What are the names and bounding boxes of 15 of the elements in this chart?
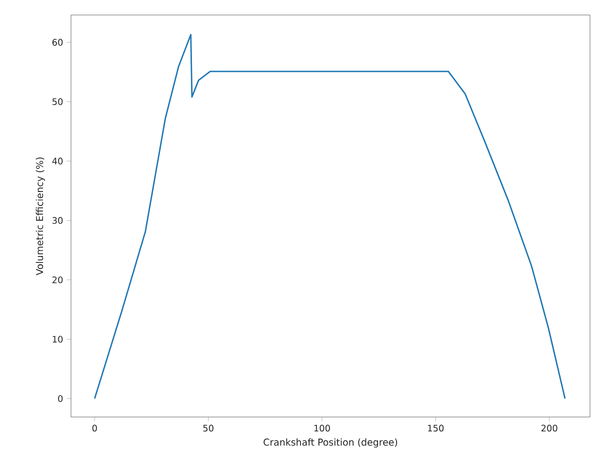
x-axis-title: Crankshaft Position (degree) <box>264 438 398 448</box>
y-tick-label: 60 <box>52 38 63 46</box>
y-tick-label: 50 <box>52 98 63 106</box>
line-series <box>94 34 566 400</box>
y-tick-label: 30 <box>52 217 63 224</box>
x-tick-label: 0 <box>92 424 97 432</box>
y-tick-label: 20 <box>52 276 63 284</box>
x-tick-label: 150 <box>428 424 444 432</box>
y-tick-label: 10 <box>52 336 63 343</box>
y-axis-title: Volumetric Efficiency (%) <box>36 157 45 276</box>
x-tick-label: 50 <box>203 424 214 432</box>
y-tick-label: 0 <box>58 395 63 402</box>
x-tick-label: 100 <box>314 424 330 432</box>
x-tick-label: 200 <box>541 424 558 432</box>
y-tick-label: 40 <box>52 158 63 164</box>
